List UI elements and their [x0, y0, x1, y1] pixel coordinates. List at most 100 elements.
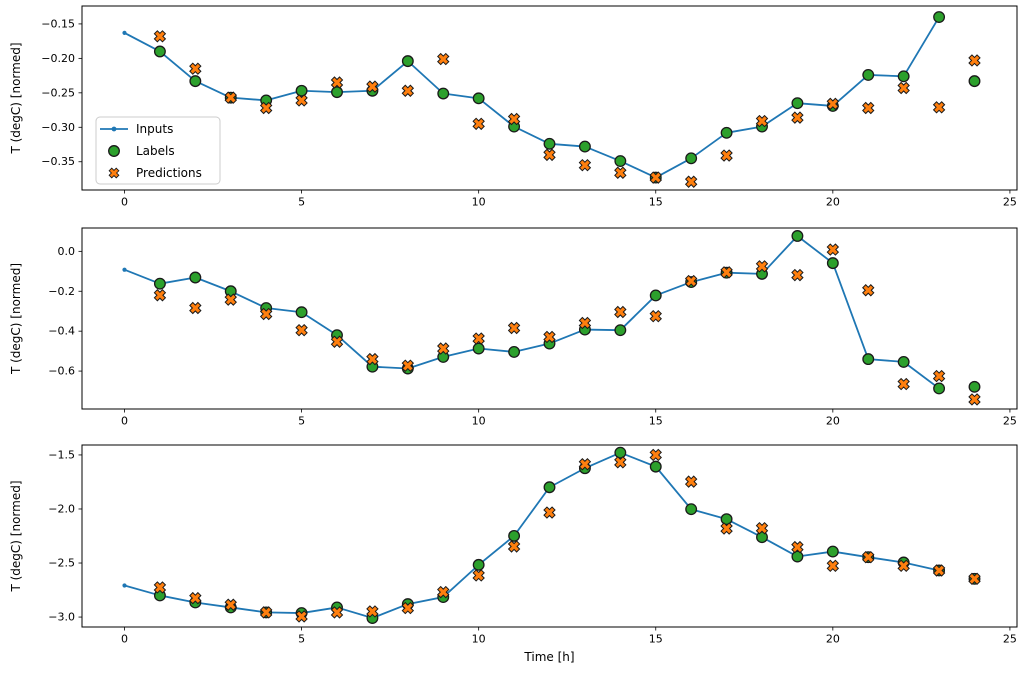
- predictions-x-marker: [189, 591, 202, 605]
- predictions-x-marker: [401, 84, 415, 97]
- predictions-x-marker: [720, 149, 733, 162]
- predictions-x-marker: [649, 309, 662, 323]
- legend-item-label: Inputs: [136, 122, 173, 136]
- x-tick-label: 5: [298, 633, 305, 646]
- labels-circle-marker: [649, 460, 662, 473]
- inputs-series: [122, 233, 942, 391]
- labels-circle-marker: [472, 558, 485, 571]
- predictions-x-marker: [259, 101, 273, 115]
- inputs-series: [122, 450, 942, 621]
- predictions-x-marker: [649, 448, 662, 462]
- predictions-x-marker: [189, 301, 202, 315]
- predictions-series: [153, 448, 981, 623]
- y-axis-label: T (degC) [normed]: [9, 263, 23, 375]
- inputs-point-marker: [122, 267, 127, 272]
- labels-circle-marker: [401, 55, 414, 68]
- labels-circle-marker: [756, 531, 768, 544]
- predictions-x-marker: [366, 352, 379, 366]
- y-tick-label: −2.5: [48, 557, 75, 570]
- predictions-x-marker: [684, 175, 698, 188]
- labels-series: [153, 11, 981, 184]
- y-axis-label: T (degC) [normed]: [9, 42, 23, 154]
- predictions-x-marker: [755, 260, 769, 273]
- x-tick-label: 25: [1003, 415, 1017, 428]
- labels-circle-marker: [720, 126, 733, 139]
- labels-circle-marker: [614, 155, 627, 168]
- x-tick-label: 15: [649, 196, 663, 209]
- labels-circle-marker: [685, 152, 698, 165]
- labels-circle-marker: [968, 380, 981, 393]
- predictions-x-marker: [755, 521, 769, 535]
- predictions-x-marker: [189, 62, 202, 75]
- labels-circle-marker: [614, 324, 627, 337]
- predictions-x-marker: [720, 522, 733, 535]
- predictions-x-marker: [472, 332, 485, 345]
- predictions-x-marker: [826, 97, 840, 111]
- predictions-x-marker: [330, 335, 344, 348]
- axes-frame: [81, 444, 1018, 628]
- labels-series: [153, 230, 981, 395]
- predictions-x-marker: [968, 572, 981, 586]
- predictions-x-marker: [330, 606, 344, 619]
- predictions-x-marker: [543, 330, 556, 344]
- labels-circle-marker: [472, 92, 485, 105]
- labels-circle-marker: [968, 75, 981, 88]
- labels-circle-marker: [649, 289, 662, 302]
- y-tick-label: −0.20: [41, 52, 75, 65]
- axes-frame: [81, 227, 1018, 410]
- y-tick-label: −2.0: [48, 502, 75, 515]
- predictions-x-marker: [437, 585, 450, 599]
- y-tick-label: −0.15: [41, 17, 75, 30]
- x-axis-label: Time [h]: [523, 650, 574, 664]
- predictions-x-marker: [295, 323, 308, 337]
- y-axis-ticks: −0.15 −0.20 −0.25 −0.30 −0.35: [41, 17, 82, 168]
- labels-circle-marker: [472, 342, 485, 355]
- predictions-x-marker: [153, 289, 167, 302]
- labels-circle-marker: [720, 513, 733, 526]
- axes-frame: [81, 5, 1018, 191]
- legend-inputs-dot-icon: [111, 126, 117, 132]
- y-axis-label: T (degC) [normed]: [9, 480, 23, 592]
- x-tick-label: 0: [121, 415, 128, 428]
- labels-circle-marker: [578, 140, 591, 153]
- labels-circle-marker: [791, 550, 804, 563]
- x-tick-label: 15: [649, 633, 663, 646]
- labels-circle-marker: [897, 355, 910, 368]
- x-tick-label: 20: [826, 196, 840, 209]
- predictions-x-marker: [897, 377, 910, 391]
- predictions-x-marker: [224, 598, 237, 611]
- predictions-x-marker: [259, 307, 273, 321]
- legend-labels-circle-icon: [108, 145, 120, 157]
- x-axis-ticks: 0 5 10 15 20 25: [121, 627, 1017, 646]
- predictions-x-marker: [862, 284, 875, 297]
- y-axis-ticks: −1.5 −2.0 −2.5 −3.0: [48, 448, 82, 624]
- x-tick-label: 10: [472, 633, 486, 646]
- predictions-x-marker: [968, 393, 981, 406]
- labels-circle-marker: [189, 75, 202, 88]
- inputs-point-marker: [122, 583, 127, 588]
- predictions-x-marker: [932, 369, 946, 383]
- predictions-x-marker: [437, 52, 450, 66]
- labels-circle-marker: [331, 86, 343, 99]
- x-axis-ticks: 0 5 10 15 20 25: [121, 190, 1017, 209]
- predictions-x-marker: [932, 564, 946, 577]
- x-tick-label: 20: [826, 415, 840, 428]
- x-tick-label: 20: [826, 633, 840, 646]
- predictions-x-marker: [791, 540, 804, 554]
- legend-item-label: Labels: [136, 144, 175, 158]
- labels-circle-marker: [933, 382, 946, 395]
- labels-circle-marker: [437, 87, 450, 100]
- predictions-x-marker: [614, 305, 627, 319]
- inputs-point-marker: [122, 30, 127, 35]
- x-tick-label: 5: [298, 196, 305, 209]
- predictions-x-marker: [330, 76, 344, 89]
- predictions-x-marker: [543, 506, 556, 519]
- predictions-x-marker: [862, 101, 875, 115]
- predictions-x-marker: [578, 316, 592, 330]
- predictions-x-marker: [224, 91, 237, 104]
- predictions-x-marker: [401, 601, 415, 615]
- labels-circle-marker: [153, 45, 166, 58]
- labels-circle-marker: [791, 97, 804, 110]
- predictions-x-marker: [578, 158, 592, 172]
- predictions-x-marker: [826, 559, 840, 573]
